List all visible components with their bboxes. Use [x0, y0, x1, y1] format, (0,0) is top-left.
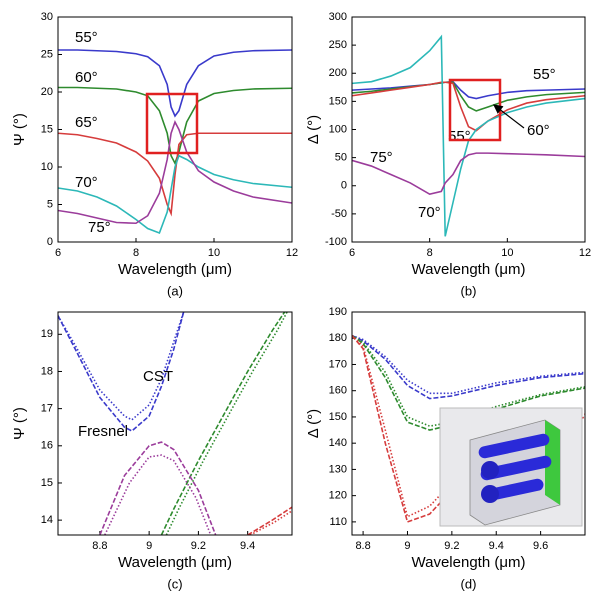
panel-caption: (a)	[167, 283, 183, 298]
y-tick-label: 10	[41, 161, 53, 173]
y-tick-label: 15	[41, 123, 53, 135]
x-tick-label: 6	[349, 247, 355, 259]
x-tick-label: 9.4	[240, 540, 255, 552]
series-label: 55°	[533, 66, 556, 83]
series-label: 60°	[75, 69, 98, 86]
y-tick-label: 190	[329, 306, 347, 318]
y-tick-label: 140	[329, 437, 347, 449]
y-axis-label: Ψ (°)	[11, 113, 28, 146]
inset-model	[440, 408, 582, 526]
y-tick-label: 180	[329, 332, 347, 344]
annotation: CST	[143, 368, 173, 385]
y-tick-label: 200	[329, 67, 347, 79]
y-tick-label: 25	[41, 48, 53, 60]
y-tick-label: 120	[329, 490, 347, 502]
x-axis-label: Wavelength (μm)	[412, 554, 526, 571]
series-label: 55°	[75, 29, 98, 46]
panel-caption: (b)	[461, 283, 477, 298]
y-tick-label: 0	[47, 236, 53, 248]
y-tick-label: 150	[329, 411, 347, 423]
x-tick-label: 9.2	[444, 540, 459, 552]
y-tick-label: 5	[47, 198, 53, 210]
y-axis-label: Ψ (°)	[11, 407, 28, 440]
x-tick-label: 9.2	[191, 540, 206, 552]
figure: 68101205101520253055°60°65°70°75°Wavelen…	[0, 0, 595, 595]
y-tick-label: 110	[329, 516, 347, 528]
x-tick-label: 8.8	[92, 540, 107, 552]
x-tick-label: 8.8	[355, 540, 370, 552]
annotation: Fresnel	[78, 423, 128, 440]
x-tick-label: 10	[501, 247, 513, 259]
y-axis-label: Δ (°)	[305, 409, 322, 438]
x-tick-label: 12	[286, 247, 298, 259]
y-tick-label: 19	[41, 328, 53, 340]
x-tick-label: 9.4	[489, 540, 504, 552]
series-label: 60°	[527, 122, 550, 139]
y-tick-label: 250	[329, 39, 347, 51]
y-tick-label: 15	[41, 477, 53, 489]
x-tick-label: 10	[208, 247, 220, 259]
y-tick-label: 160	[329, 385, 347, 397]
y-tick-label: 170	[329, 358, 347, 370]
y-tick-label: 50	[335, 152, 347, 164]
x-tick-label: 8	[427, 247, 433, 259]
y-tick-label: 17	[41, 403, 53, 415]
x-tick-label: 9.6	[533, 540, 548, 552]
x-axis-label: Wavelength (μm)	[118, 261, 232, 278]
y-tick-label: 30	[41, 11, 53, 23]
series-label: 70°	[75, 174, 98, 191]
y-tick-label: 150	[329, 95, 347, 107]
y-axis-label: Δ (°)	[305, 115, 322, 144]
series-label: 75°	[370, 149, 393, 166]
x-tick-label: 9	[146, 540, 152, 552]
x-axis-label: Wavelength (μm)	[118, 554, 232, 571]
y-tick-label: -100	[325, 236, 347, 248]
y-tick-label: 16	[41, 440, 53, 452]
x-axis-label: Wavelength (μm)	[412, 261, 526, 278]
series-label: 65°	[75, 114, 98, 131]
y-tick-label: 130	[329, 463, 347, 475]
y-tick-label: 20	[41, 86, 53, 98]
y-tick-label: -50	[331, 208, 347, 220]
panel-caption: (c)	[167, 576, 182, 591]
panel-caption: (d)	[461, 576, 477, 591]
series-label: 75°	[88, 219, 111, 236]
y-tick-label: 0	[341, 180, 347, 192]
x-tick-label: 8	[133, 247, 139, 259]
x-tick-label: 12	[579, 247, 591, 259]
x-tick-label: 9	[404, 540, 410, 552]
y-tick-label: 18	[41, 365, 53, 377]
x-tick-label: 6	[55, 247, 61, 259]
y-tick-label: 100	[329, 123, 347, 135]
series-label: 70°	[418, 204, 441, 221]
y-tick-label: 14	[41, 514, 53, 526]
y-tick-label: 300	[329, 11, 347, 23]
annotation: 55°	[448, 128, 471, 145]
